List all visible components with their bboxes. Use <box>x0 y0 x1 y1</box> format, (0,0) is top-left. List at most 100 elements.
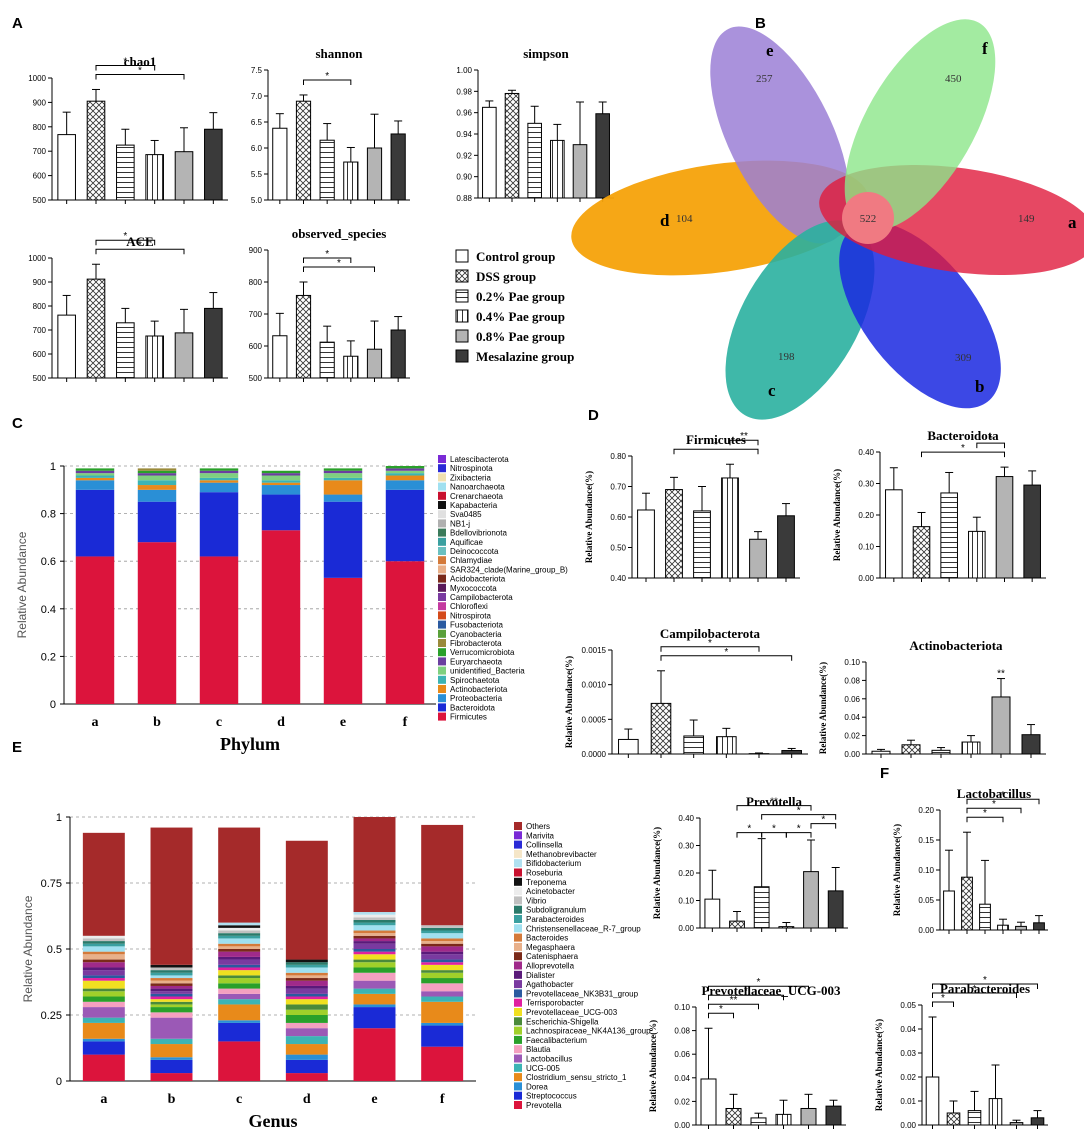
y-tick-label: 5.0 <box>251 196 263 205</box>
venn-count-f: 450 <box>945 73 962 85</box>
sig-label: ** <box>730 995 738 1006</box>
stack-segment <box>285 975 328 979</box>
bar-chart-bacteroidota: 0.00 0.10 0.20 0.30 0.40 Bacteroidota Relative… <box>832 428 1046 583</box>
stack-segment <box>82 1038 125 1042</box>
stack-segment <box>218 1020 261 1023</box>
y-axis-label: Relative Abundance(%) <box>652 827 662 919</box>
stack-segment <box>285 993 328 997</box>
venn-label-a: a <box>1068 213 1077 232</box>
y-tick-label: 0.06 <box>844 695 860 704</box>
stack-segment <box>218 925 261 928</box>
bar <box>116 144 135 201</box>
stack-segment <box>150 985 193 989</box>
bar-chart-lactobacillus: 0.00 0.05 0.10 0.15 0.20 Lactobacillus Relativ… <box>892 786 1048 935</box>
legend-swatch <box>514 933 522 942</box>
bar <box>721 477 739 579</box>
stack-segment <box>82 938 125 942</box>
stack-segment <box>353 959 396 963</box>
legend-swatch <box>514 1017 522 1026</box>
stack-segment <box>150 1012 193 1018</box>
stack-segment <box>82 991 125 997</box>
y-tick-label: 0.98 <box>456 87 472 96</box>
bar <box>683 735 704 755</box>
legend-swatch <box>514 952 522 961</box>
bar <box>946 1112 961 1126</box>
charts-layer: 5006007008009001000chao1**5.05.56.06.57.… <box>15 46 1048 1131</box>
y-tick-label: 1000 <box>28 254 46 263</box>
stack-segment <box>261 480 301 483</box>
legend-label: Catenisphaera <box>526 952 579 961</box>
bar <box>174 151 194 201</box>
stack-segment <box>421 1025 464 1047</box>
legend-label: Bifidobacterium <box>526 859 581 868</box>
y-tick-label: 900 <box>33 278 47 287</box>
bar-chart-shannon: 5.0 5.5 6.0 6.5 7.0 7.5 shannon * <box>251 46 410 205</box>
stack-segment <box>323 470 363 474</box>
legend-swatch-pae04 <box>455 309 469 323</box>
legend-label: Vibrio <box>526 896 547 905</box>
y-tick-label: 700 <box>33 147 47 156</box>
stack-segment <box>75 473 115 476</box>
y-tick-label: 0.05 <box>918 896 934 905</box>
stack-segment <box>82 975 125 979</box>
chart-title: Bacteroidota <box>927 428 999 443</box>
y-tick-label: 0.40 <box>858 448 874 457</box>
y-tick-label: 0.01 <box>900 1097 916 1106</box>
bar <box>295 294 312 379</box>
y-axis-label: Relative Abundance(%) <box>564 656 574 748</box>
x-tick-label: a <box>100 1092 107 1107</box>
sig-bracket <box>932 992 1017 998</box>
stack-segment <box>82 1022 125 1039</box>
stack-segment <box>150 983 193 986</box>
y-tick-label: 0.30 <box>678 842 694 851</box>
y-tick-label: 0.94 <box>456 130 472 139</box>
y-tick-label: 700 <box>33 326 47 335</box>
bar-chart-parabacteroides: 0.00 0.01 0.02 0.03 0.04 0.05 Parabacteroides R… <box>874 975 1048 1130</box>
bar <box>204 307 223 379</box>
stack-segment <box>218 1022 261 1042</box>
y-tick-label: 900 <box>33 98 47 107</box>
bar <box>1023 484 1041 579</box>
sig-label: * <box>123 231 127 242</box>
bar <box>940 492 958 579</box>
bar <box>979 903 991 931</box>
legend-label: Kapabacteria <box>450 501 498 510</box>
legend-label: Actinobacteriota <box>450 685 508 694</box>
legend-swatch <box>438 464 446 473</box>
y-axis-label: Relative Abundance <box>15 531 29 638</box>
sig-bracket <box>810 823 837 829</box>
stack-segment <box>150 964 193 968</box>
legend-label: Clostridium_sensu_stricto_1 <box>526 1073 627 1082</box>
sig-label: * <box>123 56 127 67</box>
bar <box>527 122 542 199</box>
legend-swatch <box>514 822 522 830</box>
bar <box>925 1076 940 1126</box>
stack-segment <box>218 1041 261 1081</box>
stack-segment <box>353 914 396 918</box>
venn-petal-c <box>725 220 875 420</box>
legend-label: Acidobacteriota <box>450 575 506 584</box>
legend-label: Verrucomicrobiota <box>450 648 515 657</box>
y-tick-label: 0.03 <box>900 1049 916 1058</box>
bar <box>665 489 683 579</box>
y-tick-label: 0.10 <box>918 866 934 875</box>
stack-segment <box>353 949 396 952</box>
stack-segment <box>285 1044 328 1055</box>
chart-title: shannon <box>316 46 364 61</box>
bar <box>912 526 931 579</box>
sig-bracket <box>708 1012 734 1019</box>
venn-petal-e <box>710 26 850 244</box>
sig-bracket <box>932 983 1038 989</box>
stack-segment <box>385 473 425 476</box>
y-tick-label: 600 <box>33 172 47 181</box>
bar <box>295 100 312 201</box>
sig-label: * <box>797 824 801 835</box>
stack-segment <box>385 480 425 490</box>
bar <box>749 538 767 579</box>
y-tick-label: 0.05 <box>900 1001 916 1010</box>
bar <box>803 871 819 929</box>
y-tick-label: 0.0000 <box>582 750 607 759</box>
bar-chart-actinobacteriota: 0.00 0.02 0.04 0.06 0.08 0.10 Actinobacteriota… <box>818 638 1046 759</box>
stack-segment <box>421 991 464 997</box>
legend-swatch <box>438 593 446 601</box>
